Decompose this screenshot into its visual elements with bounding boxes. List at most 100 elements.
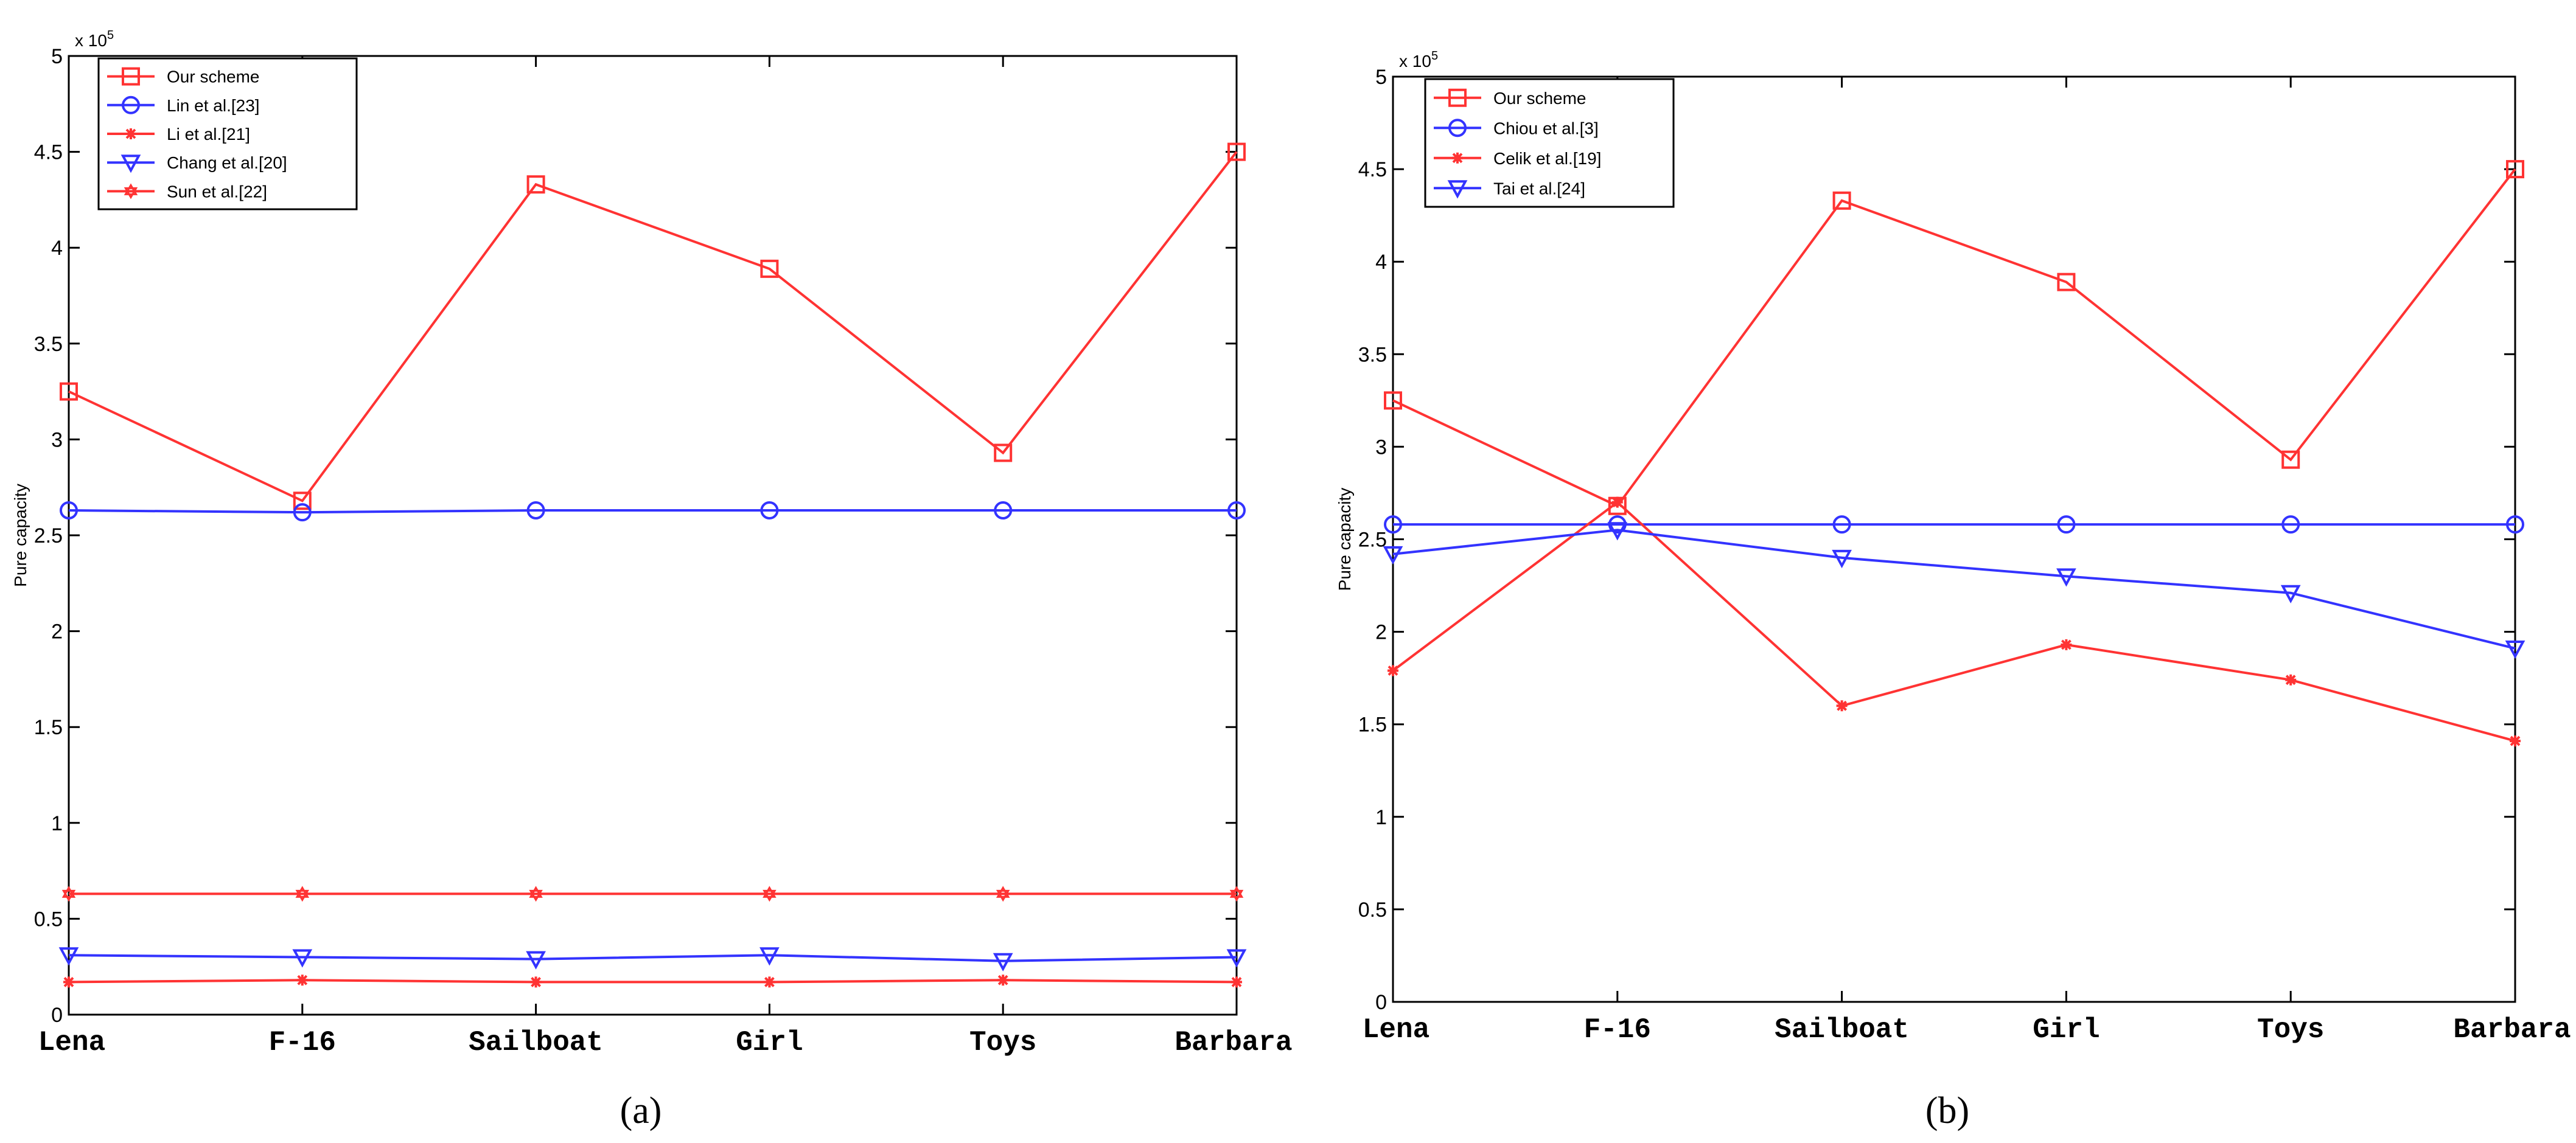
data-point-marker [997, 975, 1009, 986]
data-point-marker [1383, 546, 1403, 565]
y-tick-label: 1 [51, 812, 63, 835]
data-point-marker [529, 886, 543, 902]
series-line [68, 954, 1237, 962]
legend-label: Li et al.[21] [167, 125, 250, 144]
hexagram-triangle-down [1229, 889, 1244, 902]
y-tick-label: 2.5 [1358, 529, 1387, 552]
series-3 [63, 975, 1242, 988]
data-point-marker [58, 947, 79, 966]
data-point-marker [994, 443, 1013, 462]
y-axis-multiplier: x 105 [1399, 49, 1438, 71]
data-point-marker [994, 501, 1013, 520]
y-axis-multiplier-base: x 10 [1399, 52, 1431, 71]
series-line [1392, 501, 2516, 743]
series-line [68, 979, 1237, 984]
legend-entry: Our scheme [107, 67, 260, 86]
legend-label: Sun et al.[22] [167, 182, 267, 201]
legend-entry: Tai et al.[24] [1434, 179, 1585, 199]
hexagram-triangle-up [61, 886, 76, 898]
data-point-marker [1832, 191, 1851, 210]
legend-entry: Celik et al.[19] [1434, 149, 1601, 168]
y-tick-label: 3 [51, 428, 63, 451]
series-3 [1387, 496, 2521, 747]
data-point-marker [2506, 515, 2524, 534]
hexagram-triangle-up [124, 183, 138, 195]
data-point-marker [2280, 585, 2301, 603]
legend-entry: Li et al.[21] [107, 125, 250, 144]
plot-area-frame [1392, 75, 2516, 1003]
x-tick-label: Lena [38, 1027, 105, 1058]
series-5 [61, 886, 1244, 902]
legend-entry: Chiou et al.[3] [1434, 119, 1599, 137]
y-tick-label: 4 [51, 237, 63, 260]
x-tick-label: F-16 [1584, 1014, 1651, 1046]
y-tick-label: 0.5 [34, 908, 63, 931]
y-tick-label: 2 [1375, 621, 1387, 644]
legend-label: Our scheme [167, 68, 260, 86]
data-point-marker [293, 492, 312, 510]
data-point-marker [61, 886, 76, 902]
data-point-marker [1832, 549, 1852, 569]
data-point-marker [2506, 160, 2524, 179]
legend-label: Chang et al.[20] [167, 153, 287, 172]
data-point-marker [993, 953, 1013, 971]
hexagram-triangle-up [1229, 886, 1244, 898]
hexagram-triangle-up [996, 886, 1010, 898]
y-tick-label: 3 [1375, 436, 1387, 459]
data-point-marker [2281, 450, 2300, 469]
y-axis-label: Pure capacity [11, 484, 30, 587]
data-point-marker [295, 886, 310, 902]
data-point-marker [1384, 515, 1402, 534]
data-point-marker [1229, 886, 1244, 902]
data-point-marker [1607, 522, 1628, 541]
series-line [1392, 529, 2516, 650]
legend-marker [1448, 119, 1467, 137]
y-axis-multiplier-base: x 10 [75, 31, 107, 50]
data-point-marker [296, 975, 308, 986]
data-point-marker [1226, 949, 1247, 968]
data-point-marker [1832, 515, 1851, 534]
data-point-marker [60, 501, 78, 520]
series-2 [1384, 515, 2524, 534]
y-tick-label: 3.5 [1358, 343, 1387, 366]
y-tick-label: 1.5 [34, 716, 63, 739]
data-point-marker [2510, 735, 2521, 747]
y-axis-multiplier-exponent: 5 [107, 29, 114, 42]
y-tick-label: 4.5 [34, 141, 63, 164]
legend-marker [1448, 88, 1467, 107]
data-point-marker [526, 175, 545, 194]
y-axis-label: Pure capacity [1335, 488, 1354, 591]
series-1 [60, 142, 1246, 510]
x-tick-label: Barbara [1175, 1027, 1292, 1058]
panel-caption: (b) [1925, 1090, 1969, 1131]
hexagram-triangle-up [529, 886, 543, 898]
data-point-marker [1231, 976, 1242, 988]
data-point-marker [760, 259, 779, 278]
data-point-marker [1387, 665, 1398, 676]
series-2 [60, 501, 1246, 522]
data-point-marker [1836, 700, 1848, 712]
data-point-marker [1384, 391, 1402, 410]
legend: Our scheme Lin et al.[23] Li et al.[21] Cha… [97, 57, 358, 210]
data-point-marker [759, 947, 780, 966]
y-tick-label: 3.5 [34, 333, 63, 356]
series-4 [58, 947, 1247, 971]
legend-label: Our scheme [1493, 89, 1586, 108]
y-tick-label: 1.5 [1358, 714, 1387, 737]
data-point-marker [763, 886, 777, 902]
x-tick-label: F-16 [269, 1027, 336, 1058]
legend-entry: Sun et al.[22] [107, 182, 267, 201]
y-tick-label: 2.5 [34, 524, 63, 547]
data-point-marker [2285, 674, 2297, 686]
legend: Our scheme Chiou et al.[3] Celik et al.[19… [1424, 78, 1675, 208]
y-tick-label: 0 [1375, 991, 1387, 1014]
legend-marker [122, 67, 140, 86]
y-tick-label: 0.5 [1358, 898, 1387, 922]
data-point-marker [996, 886, 1010, 902]
y-axis-multiplier-exponent: 5 [1431, 49, 1438, 63]
data-point-marker [526, 951, 546, 970]
legend-entry: Our scheme [1434, 88, 1586, 108]
x-tick-label: Sailboat [1775, 1014, 1909, 1046]
data-point-marker [526, 501, 545, 520]
data-point-marker [63, 976, 74, 988]
